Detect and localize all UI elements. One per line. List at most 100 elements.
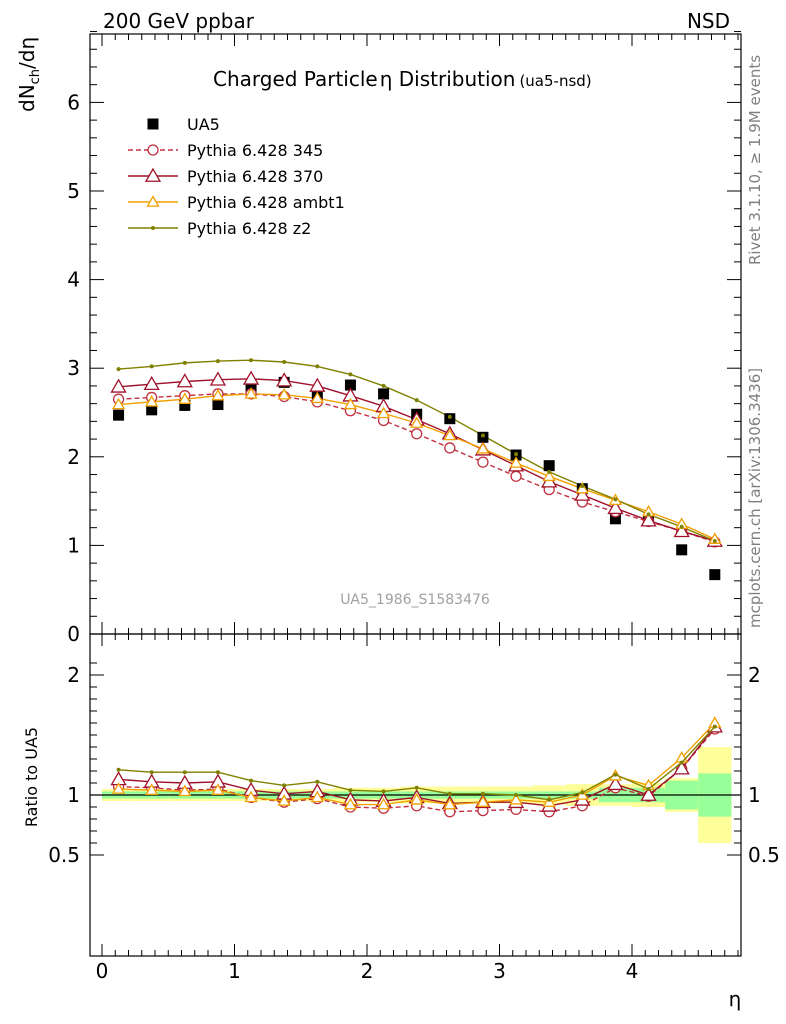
header-left-label: 200 GeV ppbar bbox=[103, 9, 255, 33]
ratio-point bbox=[640, 786, 657, 801]
data-point bbox=[212, 399, 224, 411]
header-right-label: NSD bbox=[687, 9, 730, 33]
legend-label: Pythia 6.428 370 bbox=[187, 167, 323, 186]
mc-point bbox=[343, 397, 358, 410]
ratio-point bbox=[679, 760, 684, 765]
x-tick-label: 1 bbox=[228, 959, 241, 983]
ratio-point bbox=[149, 770, 154, 775]
ratio-point bbox=[443, 797, 457, 810]
ratio-y-tick-label-left: 2 bbox=[67, 663, 80, 687]
mc-point bbox=[476, 442, 490, 454]
legend-marker bbox=[147, 118, 159, 130]
main-y-tick-label: 6 bbox=[67, 90, 80, 114]
ratio-point bbox=[580, 790, 585, 795]
mc-point bbox=[510, 470, 522, 482]
ratio-point bbox=[447, 791, 452, 796]
data-point bbox=[113, 409, 125, 421]
ratio-y-tick-label-right: 2 bbox=[748, 663, 761, 687]
mc-point bbox=[673, 522, 690, 538]
x-tick-label: 0 bbox=[96, 959, 109, 983]
x-tick-label: 2 bbox=[361, 959, 374, 983]
ratio-point bbox=[315, 779, 320, 784]
mc-point bbox=[410, 416, 424, 428]
ratio-point bbox=[414, 785, 419, 790]
series-layer bbox=[110, 358, 723, 818]
main-y-tick-label: 0 bbox=[67, 622, 80, 646]
ratio-y-tick-label-right: 0.5 bbox=[748, 843, 780, 867]
mc-point bbox=[640, 512, 657, 527]
legend-marker bbox=[147, 144, 159, 156]
legend-label: UA5 bbox=[187, 115, 220, 134]
mc-point bbox=[477, 456, 489, 468]
data-point bbox=[146, 404, 158, 416]
mc-point bbox=[149, 364, 154, 369]
mc-point bbox=[315, 364, 320, 369]
mc-point bbox=[381, 383, 386, 388]
mc-point bbox=[708, 532, 722, 544]
ratio-point bbox=[215, 770, 220, 775]
mc-point bbox=[242, 370, 260, 385]
mc-point bbox=[574, 486, 591, 501]
mc-point bbox=[580, 484, 585, 489]
ratio-point bbox=[244, 790, 258, 803]
ratio-point bbox=[376, 797, 391, 810]
ratio-point bbox=[613, 772, 618, 777]
mc-point bbox=[249, 358, 254, 363]
mc-point bbox=[110, 378, 127, 393]
main-title: Charged Particle η Distribution (ua5-nsd) bbox=[213, 67, 592, 91]
ratio-point bbox=[211, 783, 225, 795]
mc-point bbox=[547, 469, 552, 474]
mc-point bbox=[145, 395, 159, 407]
ratio-point bbox=[673, 760, 690, 775]
legend-label: Pythia 6.428 z2 bbox=[187, 219, 311, 238]
ratio-point bbox=[646, 787, 651, 791]
mc-point bbox=[447, 414, 452, 419]
data-point bbox=[344, 379, 356, 391]
mc-point bbox=[444, 442, 456, 454]
mc-point bbox=[509, 456, 523, 468]
series-line-main bbox=[118, 378, 716, 542]
mc-point bbox=[679, 524, 684, 529]
ratio-point bbox=[476, 795, 490, 807]
mc-point bbox=[309, 377, 326, 392]
ratio-point bbox=[348, 788, 353, 793]
mc-point bbox=[116, 367, 121, 372]
mc-point bbox=[143, 375, 160, 391]
mc-point bbox=[178, 392, 192, 404]
ratio-point bbox=[116, 767, 121, 772]
series-line-main bbox=[118, 359, 716, 542]
data-point bbox=[378, 388, 390, 400]
mc-point bbox=[276, 372, 293, 387]
ratio-point bbox=[607, 775, 624, 791]
data-point bbox=[676, 544, 688, 556]
data-point bbox=[543, 460, 555, 472]
ratio-y-tick-label-left: 0.5 bbox=[48, 843, 80, 867]
ratio-y-tick-label-left: 1 bbox=[67, 783, 80, 807]
ratio-point bbox=[249, 778, 254, 783]
mc-point bbox=[211, 388, 225, 401]
mc-point bbox=[310, 391, 324, 404]
x-axis-label: η bbox=[729, 987, 742, 1011]
mc-point bbox=[712, 538, 717, 543]
legend-label: Pythia 6.428 345 bbox=[187, 141, 323, 160]
main-y-tick-label: 2 bbox=[67, 445, 80, 469]
main-y-tick-label: 5 bbox=[67, 179, 80, 203]
ratio-point bbox=[547, 797, 552, 802]
mc-point bbox=[182, 360, 187, 365]
ratio-point bbox=[343, 797, 358, 810]
ratio-point bbox=[514, 793, 519, 797]
mcplots-label: mcplots.cern.ch [arXiv:1306.3436] bbox=[746, 368, 764, 628]
ratio-point bbox=[410, 792, 424, 805]
legend-marker bbox=[144, 167, 162, 182]
main-y-tick-label: 3 bbox=[67, 356, 80, 380]
ratio-point bbox=[310, 790, 324, 803]
mc-point bbox=[414, 398, 419, 403]
ratio-point bbox=[712, 724, 717, 729]
analysis-id-watermark: UA5_1986_S1583476 bbox=[340, 592, 490, 608]
ratio-point bbox=[381, 789, 386, 794]
mc-point bbox=[111, 397, 126, 410]
data-point bbox=[709, 569, 721, 581]
x-tick-label: 3 bbox=[493, 959, 506, 983]
data-point bbox=[179, 399, 191, 411]
